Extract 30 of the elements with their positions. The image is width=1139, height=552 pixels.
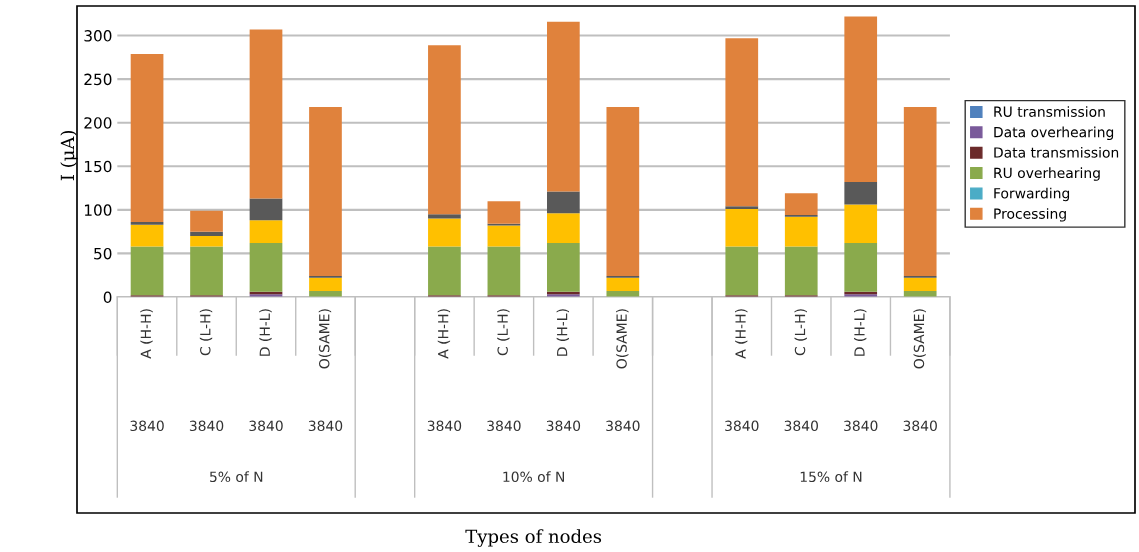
category-label: C (L-H) 3840 <box>487 309 521 432</box>
legend-label: Data transmission <box>994 146 1119 158</box>
category-label: O(SAME) 3840 <box>903 309 937 432</box>
text: 5% of N <box>210 471 263 483</box>
y-tick-label: 50 <box>94 247 112 260</box>
legend-label: Data overhearing <box>994 126 1114 141</box>
category-label: C (L-H) 3840 <box>189 309 224 432</box>
legend-label: Processing <box>994 208 1066 222</box>
category-label: A (H-H) 3840 <box>427 309 462 432</box>
category-label: A (H-H) 3840 <box>725 309 759 432</box>
category-label: D (H-L) 3840 <box>844 309 878 432</box>
legend-label: Forwarding <box>994 187 1070 202</box>
legend-label: RU transmission <box>994 106 1105 117</box>
category-label: O(SAME) 3840 <box>308 309 343 432</box>
category-label: A (H-H) 3840 <box>130 309 164 432</box>
y-tick-label: 0 <box>103 291 112 303</box>
legend-label: RU overhearing <box>994 167 1100 181</box>
y-tick-label: 200 <box>84 117 112 129</box>
category-label: D (H-L) 3840 <box>249 309 283 432</box>
category-label: C (L-H) 3840 <box>784 309 818 432</box>
y-axis-title: I (μA) <box>60 130 78 181</box>
category-label: O(SAME) 3840 <box>606 309 640 432</box>
text: 10% of N <box>503 471 564 483</box>
y-tick-label: 250 <box>84 73 112 86</box>
y-tick-label: 100 <box>84 204 112 216</box>
text: Types of nodes <box>465 529 602 547</box>
y-tick-label: 300 <box>84 30 112 42</box>
category-label: D (H-L) 3840 <box>546 309 581 432</box>
y-tick-label: 150 <box>84 160 112 173</box>
text: 15% of N <box>800 471 862 483</box>
